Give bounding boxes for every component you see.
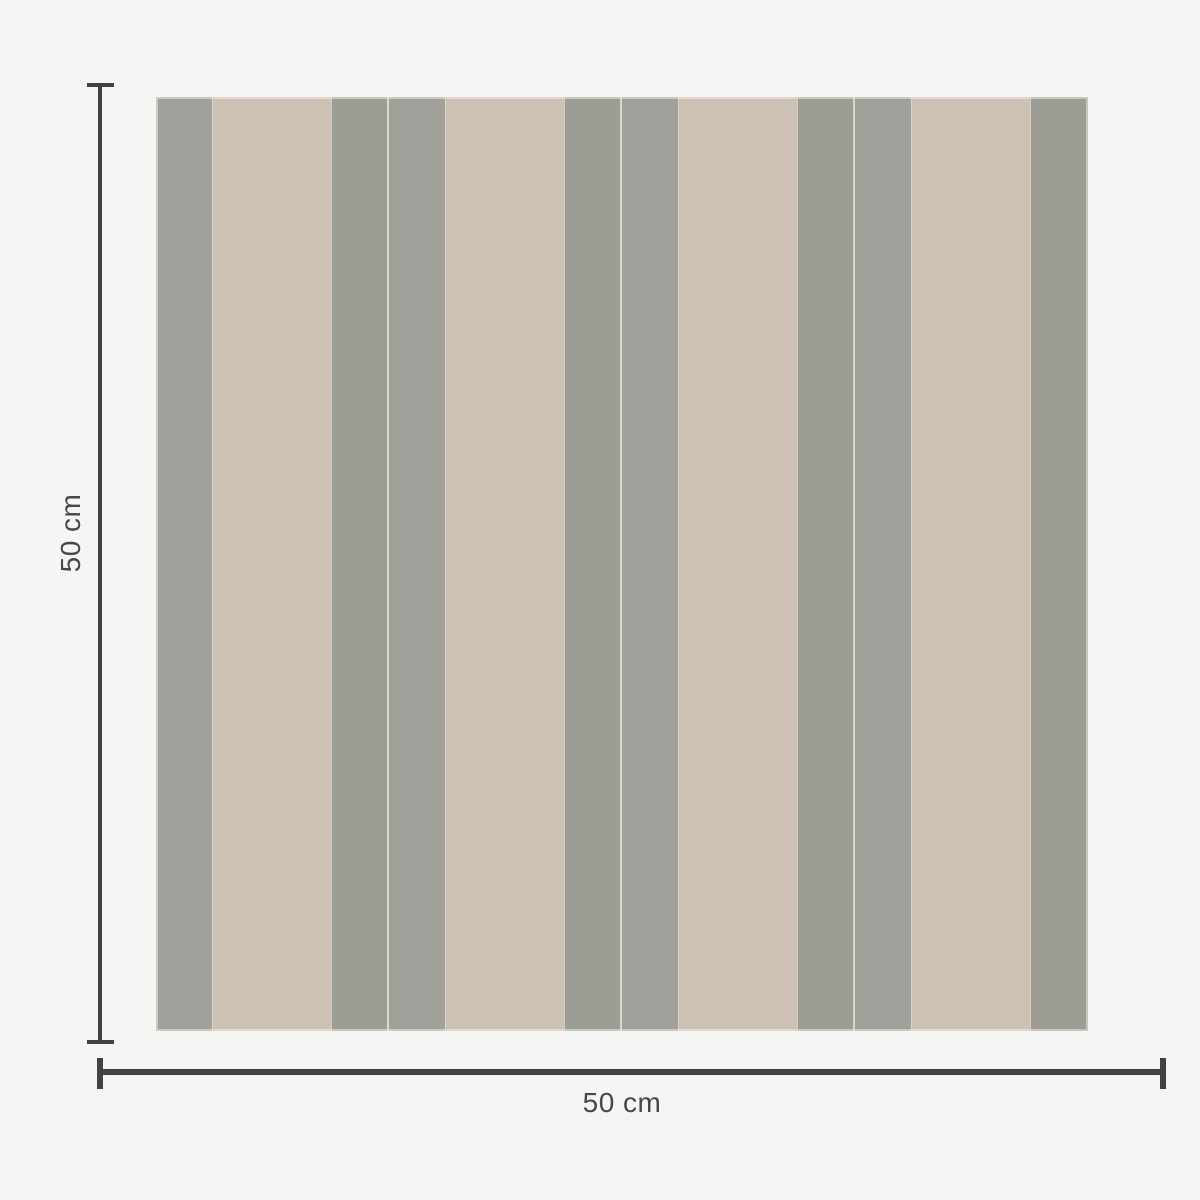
horizontal-dimension-cap-right <box>1160 1058 1166 1089</box>
wallpaper-swatch <box>156 97 1088 1031</box>
gray-stripe <box>855 97 911 1031</box>
gray-stripe <box>332 97 387 1031</box>
gray-stripe <box>798 97 853 1031</box>
beige-stripe <box>445 97 565 1031</box>
horizontal-dimension-cap-left <box>97 1058 103 1089</box>
beige-stripe <box>911 97 1031 1031</box>
pinstripe <box>387 97 389 1031</box>
width-dimension-label: 50 cm <box>582 1087 662 1118</box>
vertical-dimension-cap-top <box>87 83 114 87</box>
gray-stripe <box>622 97 678 1031</box>
gray-stripe <box>389 97 445 1031</box>
height-dimension-label: 50 cm <box>55 493 86 573</box>
pinstripe <box>620 97 622 1031</box>
vertical-dimension-line <box>98 84 102 1044</box>
vertical-dimension-cap-bottom <box>87 1040 114 1044</box>
gray-stripe <box>156 97 212 1031</box>
beige-stripe <box>678 97 798 1031</box>
gray-stripe <box>1031 97 1088 1031</box>
beige-stripe <box>212 97 332 1031</box>
gray-stripe <box>565 97 620 1031</box>
pinstripe <box>853 97 855 1031</box>
horizontal-dimension-line <box>100 1069 1163 1075</box>
